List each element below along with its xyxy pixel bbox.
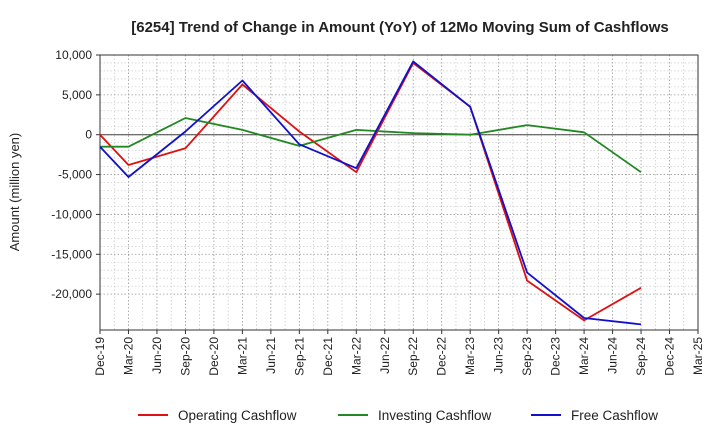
legend-label-free-cashflow: Free Cashflow (571, 408, 658, 423)
x-tick-label: Dec-23 (549, 337, 563, 376)
series-line-operating-cashflow (99, 62, 642, 322)
x-tick-label: Mar-24 (577, 337, 591, 375)
y-tick-label: -5,000 (58, 168, 92, 182)
series-line-investing-cashflow (100, 117, 642, 173)
legend: Operating Cashflow Investing Cashflow Free… (138, 408, 658, 423)
x-tick-label: Dec-19 (93, 337, 107, 376)
series-line-free-cashflow (99, 60, 642, 326)
x-tick-label: Mar-20 (121, 337, 135, 375)
y-tick-label: -20,000 (51, 287, 92, 301)
y-axis-label: Amount (million yen) (7, 133, 22, 252)
x-tick-label: Sep-24 (634, 337, 648, 376)
x-tick-label: Jun-20 (150, 337, 164, 374)
x-tick-label: Mar-21 (235, 337, 249, 375)
y-tick-label: 5,000 (62, 88, 92, 102)
x-tick-label: Sep-21 (292, 337, 306, 376)
x-tick-label: Dec-20 (207, 337, 221, 376)
x-tick-label: Sep-23 (520, 337, 534, 376)
x-tick-label: Sep-20 (178, 337, 192, 376)
y-tick-label: 0 (85, 128, 92, 142)
x-tick-label: Jun-22 (378, 337, 392, 374)
legend-label-investing-cashflow: Investing Cashflow (378, 408, 492, 423)
y-tick-label: -10,000 (51, 207, 92, 221)
chart-title: [6254] Trend of Change in Amount (YoY) o… (131, 19, 669, 36)
x-tick-label: Dec-24 (663, 337, 677, 376)
x-tick-label: Mar-22 (349, 337, 363, 375)
x-tick-label: Dec-21 (321, 337, 335, 376)
y-axis-ticks: 10,000 5,000 0 -5,000 -10,000 -15,000 -20,000 (51, 48, 100, 301)
plot-frame (99, 54, 699, 331)
x-tick-label: Mar-25 (691, 337, 705, 375)
x-tick-label: Jun-23 (492, 337, 506, 374)
legend-label-operating-cashflow: Operating Cashflow (178, 408, 297, 423)
y-tick-label: 10,000 (55, 48, 92, 62)
x-axis-ticks: Dec-19 Mar-20 Jun-20 Sep-20 Dec-20 Mar-21 Jun-… (93, 330, 705, 376)
x-tick-label: Sep-22 (406, 337, 420, 376)
x-tick-label: Mar-23 (463, 337, 477, 375)
x-tick-label: Dec-22 (435, 337, 449, 376)
y-tick-label: -15,000 (51, 247, 92, 261)
x-tick-label: Jun-21 (264, 337, 278, 374)
x-tick-label: Jun-24 (606, 337, 620, 374)
series-lines (99, 60, 642, 326)
